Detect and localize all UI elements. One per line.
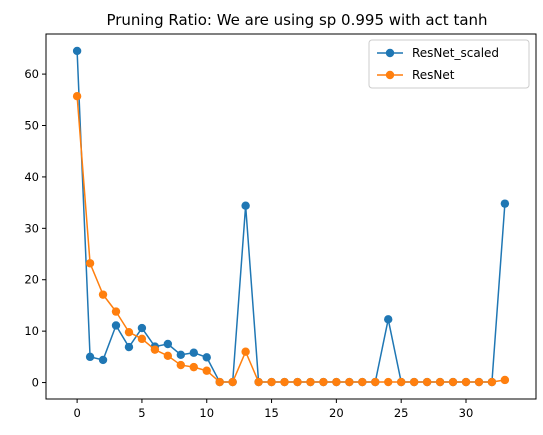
data-point-resnet xyxy=(202,366,211,375)
data-point-resnet xyxy=(176,360,186,370)
data-point-resnet xyxy=(500,375,510,385)
data-point-resnet-scaled xyxy=(163,339,173,349)
data-point-resnet-scaled xyxy=(111,321,121,330)
y-tick-label: 10 xyxy=(24,324,39,338)
y-tick-label: 40 xyxy=(24,170,39,184)
legend-box xyxy=(368,39,530,89)
data-point-resnet xyxy=(345,377,354,387)
series-line-resnet xyxy=(76,96,506,383)
legend-label-resnet-scaled: ResNet_scaled xyxy=(412,46,499,60)
data-point-resnet xyxy=(396,377,406,387)
data-point-resnet xyxy=(384,377,393,387)
data-point-resnet xyxy=(435,377,445,387)
data-point-resnet xyxy=(409,377,419,387)
data-point-resnet xyxy=(241,347,250,356)
data-point-resnet xyxy=(98,290,108,299)
data-point-resnet xyxy=(487,377,497,387)
data-point-resnet xyxy=(150,345,160,354)
data-point-resnet xyxy=(215,377,224,387)
x-tick-label: 0 xyxy=(73,406,80,420)
series-resnet xyxy=(72,92,510,387)
legend-marker-resnet xyxy=(385,70,395,80)
data-point-resnet xyxy=(422,377,432,387)
plot-area xyxy=(72,46,510,387)
data-point-resnet xyxy=(124,327,134,337)
data-point-resnet-scaled xyxy=(189,348,198,357)
x-tick-label: 20 xyxy=(329,406,344,420)
data-point-resnet xyxy=(371,377,380,387)
data-point-resnet xyxy=(72,92,82,101)
y-tick-label: 20 xyxy=(24,273,39,287)
data-point-resnet xyxy=(228,377,237,387)
data-point-resnet-scaled xyxy=(98,355,108,365)
data-point-resnet xyxy=(319,377,328,387)
x-tick-label: 30 xyxy=(459,406,474,420)
x-tick-label: 25 xyxy=(394,406,409,420)
series-line-resnet-scaled xyxy=(76,50,506,383)
data-point-resnet xyxy=(267,377,276,387)
data-point-resnet xyxy=(85,259,95,268)
data-point-resnet xyxy=(474,377,484,387)
data-point-resnet-scaled xyxy=(384,315,393,324)
axes-frame xyxy=(45,33,537,400)
data-point-resnet xyxy=(137,334,147,344)
y-tick-label: 60 xyxy=(24,67,39,81)
chart-title: Pruning Ratio: We are using sp 0.995 wit… xyxy=(106,11,487,29)
data-point-resnet xyxy=(280,377,289,387)
data-point-resnet-scaled xyxy=(241,201,250,210)
data-point-resnet xyxy=(332,377,341,387)
legend: ResNet_scaled ResNet xyxy=(368,39,530,89)
y-tick-label: 50 xyxy=(24,119,39,133)
data-point-resnet-scaled xyxy=(500,199,510,208)
data-point-resnet-scaled xyxy=(137,323,147,333)
x-tick-label: 5 xyxy=(138,406,145,420)
data-point-resnet-scaled xyxy=(176,350,186,359)
legend-label-resnet: ResNet xyxy=(412,68,455,82)
data-point-resnet xyxy=(358,377,367,387)
x-tick-label: 10 xyxy=(199,406,214,420)
data-point-resnet xyxy=(163,351,173,361)
data-point-resnet-scaled xyxy=(202,353,211,362)
data-point-resnet xyxy=(461,377,471,387)
data-point-resnet-scaled xyxy=(85,352,95,362)
data-point-resnet xyxy=(306,377,315,387)
data-point-resnet xyxy=(189,362,198,372)
series-resnet-scaled xyxy=(72,46,510,387)
legend-marker-resnet-scaled xyxy=(385,48,395,58)
x-tick-label: 15 xyxy=(264,406,279,420)
data-point-resnet-scaled xyxy=(124,342,134,352)
data-point-resnet xyxy=(254,377,263,387)
y-tick-label: 30 xyxy=(24,221,39,235)
data-point-resnet xyxy=(293,377,302,387)
data-point-resnet xyxy=(448,377,458,387)
y-tick-label: 0 xyxy=(32,376,39,390)
data-point-resnet-scaled xyxy=(72,46,82,56)
data-point-resnet xyxy=(111,307,121,316)
axes: 0 5 10 15 20 25 30 0 10 20 30 40 50 60 xyxy=(24,67,473,420)
